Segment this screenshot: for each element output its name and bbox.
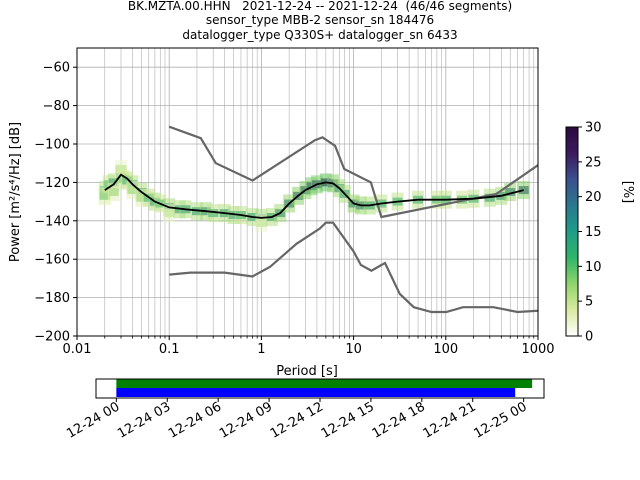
density-spread-cell <box>207 204 220 223</box>
time-tick-label: 12-24 06 <box>166 399 224 441</box>
chart-title-line-2: sensor_type MBB-2 sensor_sn 184476 <box>205 13 435 27</box>
colorbar-tick-label: 5 <box>585 295 593 310</box>
density-spread-cell <box>255 213 268 232</box>
colorbar-tick-label: 25 <box>585 155 602 170</box>
x-tick-label: 0.01 <box>63 342 92 357</box>
colorbar-tick-label: 20 <box>585 190 602 205</box>
time-tick-label: 12-24 00 <box>64 399 122 441</box>
colorbar: 0 5 10 15 20 25 30 <box>565 121 602 345</box>
data-coverage-bar <box>116 379 533 388</box>
colorbar-label: [%] <box>620 181 635 204</box>
mean-psd-line <box>104 173 524 219</box>
x-tick-label: 0.1 <box>159 342 180 357</box>
y-tick-label: −160 <box>34 253 70 268</box>
chart-title-line-1: BK.MZTA.00.HHN 2021-12-24 -- 2021-12-24 … <box>127 0 513 13</box>
x-tick-label: 10 <box>345 342 362 357</box>
density-spread-cell <box>504 183 517 201</box>
time-tick-label: 12-24 18 <box>370 399 428 441</box>
plot-frame <box>76 47 539 337</box>
time-tick-label: 12-24 09 <box>217 399 275 441</box>
x-tick-label: 1 <box>257 342 265 357</box>
chart-title-line-3: datalogger_type Q330S+ datalogger_sn 643… <box>182 28 458 42</box>
time-tick-label: 12-24 15 <box>319 399 377 441</box>
y-tick-label: −180 <box>34 291 70 306</box>
density-spread-cell <box>107 183 120 201</box>
y-tick-label: −200 <box>34 330 70 345</box>
main-axes: 0.01 0.1 1 10 100 1000 −200 −180 −160 −140 −120 −10… <box>34 47 555 357</box>
time-tick-label: 12-24 12 <box>268 399 326 441</box>
y-axis-label: Power [m²/s⁴/Hz] [dB] <box>8 122 23 262</box>
colorbar-gradient <box>565 126 579 337</box>
colorbar-tick-label: 15 <box>585 225 602 240</box>
y-tick-label: −120 <box>34 176 70 191</box>
new-high-noise-model-line <box>168 125 538 219</box>
noise-model-lines <box>104 125 538 314</box>
x-tick-label: 100 <box>433 342 458 357</box>
colorbar-tick-label: 10 <box>585 260 602 275</box>
y-tick-label: −60 <box>43 61 70 76</box>
x-tick-label: 1000 <box>521 342 554 357</box>
time-tick-label: 12-25 00 <box>472 399 530 441</box>
density-spread-cell <box>517 181 530 200</box>
segment-coverage-bar <box>116 388 516 397</box>
colorbar-tick-label: 0 <box>585 330 593 345</box>
new-low-noise-model-line <box>169 221 538 314</box>
x-axis-label: Period [s] <box>276 364 338 379</box>
y-tick-label: −140 <box>34 214 70 229</box>
time-tick-label: 12-24 21 <box>421 399 479 441</box>
y-tick-label: −80 <box>43 99 70 114</box>
colorbar-tick-label: 30 <box>585 121 602 136</box>
y-tick-label: −100 <box>34 138 70 153</box>
time-tick-label: 12-24 03 <box>115 399 173 441</box>
